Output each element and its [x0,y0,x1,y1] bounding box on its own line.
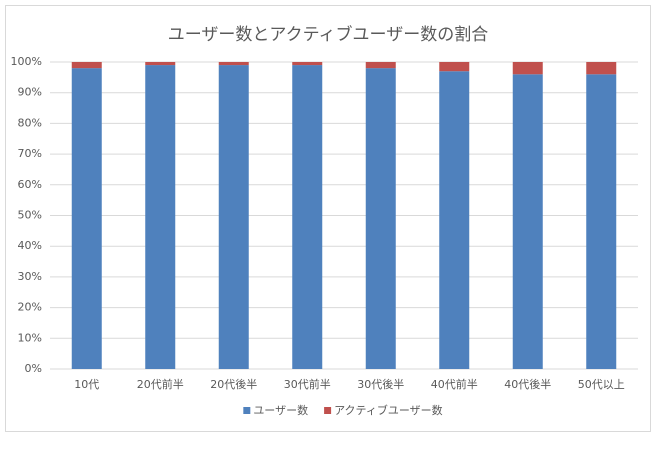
bar-segment [145,62,176,66]
y-tick-label: 40% [18,239,42,252]
legend-label: アクティブユーザー数 [334,403,443,417]
bar-segment [218,65,249,369]
x-tick-label: 30代前半 [284,377,331,391]
bar-segment [71,62,102,69]
bar-segment [292,65,323,369]
bar-segment [512,74,543,369]
x-tick-label: 40代前半 [431,377,478,391]
bar-segment [439,71,470,370]
bar-segment [218,62,249,66]
y-tick-label: 20% [18,301,42,314]
bar-segment [365,62,396,69]
bar-segment [71,68,102,369]
x-tick-label: 10代 [74,378,99,391]
y-tick-label: 90% [18,86,42,99]
legend-swatch [243,407,251,414]
bar-segment [365,68,396,369]
bar-segment [145,65,176,369]
y-tick-label: 30% [18,270,42,283]
bar-segment [439,62,470,72]
bar-segment [292,62,323,66]
y-tick-label: 60% [18,178,42,191]
y-tick-label: 10% [18,331,42,344]
bar-segment [586,74,617,369]
y-tick-label: 80% [18,116,42,129]
y-tick-label: 100% [11,55,42,68]
legend-label: ユーザー数 [253,404,308,417]
chart-title: ユーザー数とアクティブユーザー数の割合 [168,24,488,45]
x-tick-label: 20代前半 [137,377,184,391]
legend-swatch [324,407,332,414]
x-tick-label: 50代以上 [578,378,625,391]
x-tick-label: 20代後半 [210,377,257,391]
bar-segment [586,62,617,75]
y-tick-label: 50% [18,209,42,222]
x-tick-label: 40代後半 [504,377,551,391]
x-tick-label: 30代後半 [357,377,404,391]
chart-frame [5,5,651,432]
y-tick-label: 0% [25,362,42,375]
y-tick-label: 70% [18,147,42,160]
bar-segment [512,62,543,75]
